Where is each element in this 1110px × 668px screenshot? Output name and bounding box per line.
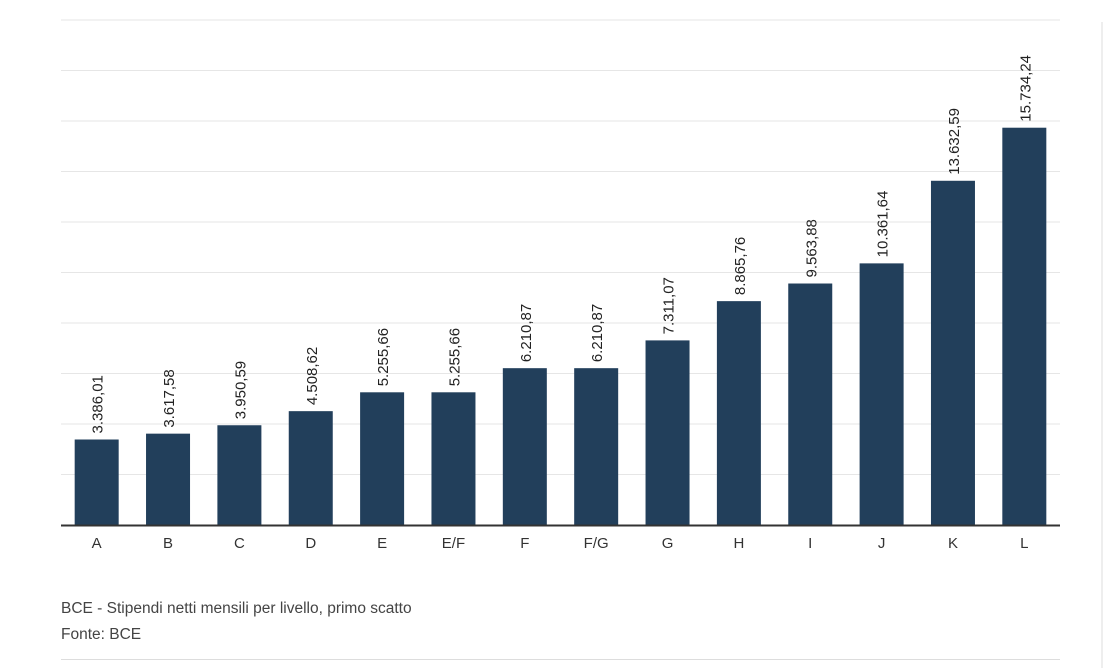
value-label: 4.508,62 (304, 347, 321, 405)
value-label: 3.617,58 (161, 369, 178, 427)
bar-i (788, 283, 833, 525)
x-tick-label: I (808, 535, 812, 552)
bars (74, 127, 1047, 525)
bar-g (645, 340, 690, 525)
panel-edge (1101, 22, 1103, 668)
x-tick-label: H (733, 535, 744, 552)
bar-e-f (431, 392, 476, 525)
bar-h (716, 301, 761, 525)
value-label: 9.563,88 (803, 219, 820, 277)
bar-chart: 3.386,01 3.617,58 3.950,59 4.508,62 5.255,66… (61, 19, 1060, 552)
x-tick-label: G (662, 535, 674, 552)
chart-title: BCE - Stipendi netti mensili per livello… (61, 600, 412, 617)
chart-caption: BCE - Stipendi netti mensili per livello… (61, 596, 412, 648)
value-label: 3.386,01 (90, 375, 107, 433)
value-label: 10.361,64 (875, 191, 892, 258)
x-tick-label: C (234, 535, 245, 552)
value-label: 5.255,66 (446, 328, 463, 386)
bar-b (146, 433, 191, 525)
x-tick-label: A (92, 535, 102, 552)
divider (61, 659, 1060, 660)
value-labels: 3.386,01 3.617,58 3.950,59 4.508,62 5.255,66… (90, 55, 1035, 434)
value-label: 8.865,76 (732, 237, 749, 295)
value-label: 6.210,87 (589, 304, 606, 362)
x-tick-label: B (163, 535, 173, 552)
bar-c (217, 425, 262, 525)
bar-a (74, 439, 119, 525)
value-label: 3.950,59 (232, 361, 249, 419)
x-tick-label: D (305, 535, 316, 552)
x-tick-label: E (377, 535, 387, 552)
value-label: 5.255,66 (375, 328, 392, 386)
bar-k (930, 180, 975, 525)
x-tick-label: F/G (584, 535, 609, 552)
x-tick-labels: A B C D E E/F F F/G G H I J K L (92, 535, 1029, 552)
bar-f-g (574, 368, 619, 525)
x-tick-label: K (948, 535, 958, 552)
bar-l (1002, 127, 1047, 525)
chart-source: Fonte: BCE (61, 626, 142, 643)
gridlines (61, 19, 1060, 475)
value-label: 7.311,07 (661, 277, 678, 334)
bar-j (859, 263, 904, 525)
x-tick-label: L (1020, 535, 1028, 552)
x-tick-label: E/F (442, 535, 465, 552)
x-tick-label: J (878, 535, 886, 552)
bar-e (360, 392, 405, 525)
value-label: 15.734,24 (1017, 55, 1034, 122)
value-label: 13.632,59 (946, 108, 963, 175)
bar-d (288, 411, 333, 525)
bar-f (502, 368, 547, 525)
value-label: 6.210,87 (518, 304, 535, 362)
x-tick-label: F (520, 535, 529, 552)
